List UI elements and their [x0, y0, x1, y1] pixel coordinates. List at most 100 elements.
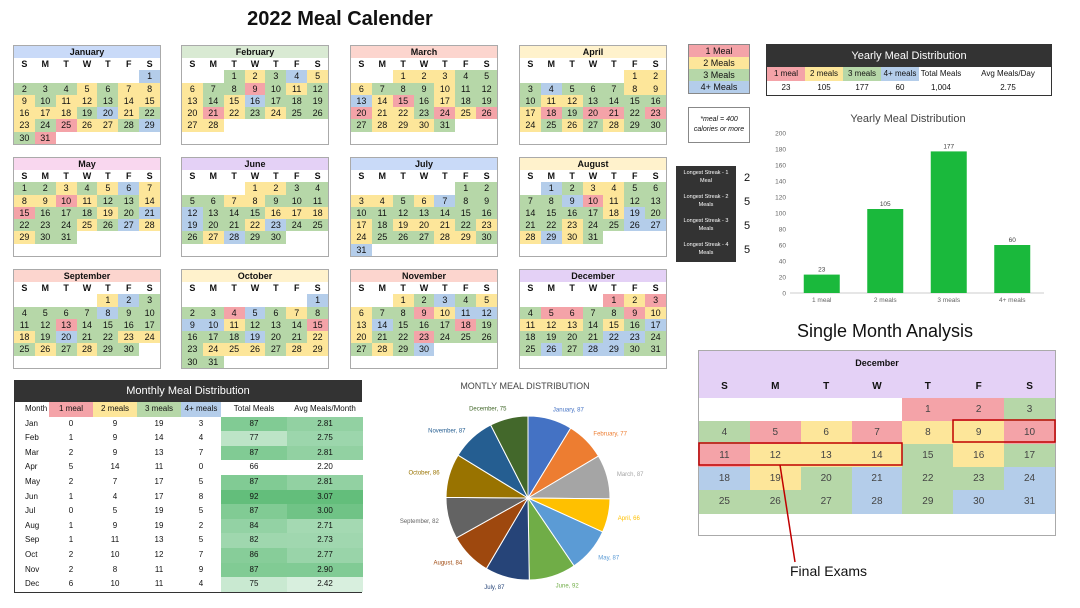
day-cell: 29 [244, 231, 266, 244]
pie-label: March, 87 [617, 472, 644, 478]
day-cell: 18 [540, 107, 562, 120]
day-cell: 31 [55, 231, 77, 244]
value-cell: 1,004 [930, 83, 952, 92]
day-cell: 8 [540, 194, 562, 207]
day-cell: 22 [603, 331, 625, 344]
day-cell: 7 [286, 306, 308, 319]
day-cell: 4 [307, 182, 328, 195]
streak-label: Longest Streak - 2 Meals [676, 190, 736, 214]
day-cell: 13 [202, 206, 224, 220]
day-cell: 6 [182, 82, 203, 95]
day-header: S [358, 59, 365, 69]
empty-cell [286, 294, 307, 306]
day-cell: 15 [603, 318, 625, 332]
day-cell: 27 [351, 343, 372, 356]
day-cell: 25 [223, 343, 245, 356]
table-row: Mar 2 9 13 7 87 2.81 [15, 445, 363, 461]
data-label: 105 [880, 201, 891, 208]
day-cell: 20 [413, 219, 435, 232]
day-cell: 3 [265, 70, 287, 83]
bar [867, 209, 904, 293]
empty-cell [203, 294, 224, 306]
day-cell: 19 [624, 206, 646, 220]
day-cell: 20 [645, 206, 666, 220]
table-cell: Oct [25, 549, 38, 559]
day-cell: 21 [582, 331, 604, 344]
day-cell: 1 [307, 294, 328, 307]
day-header: T [442, 283, 448, 293]
day-cell: 3 [202, 306, 224, 319]
day-cell: 8 [624, 82, 646, 95]
day-cell: 4 [540, 82, 562, 95]
month-title: February [182, 46, 328, 58]
day-cell: 8 [139, 82, 160, 95]
day-cell: 5 [624, 182, 646, 195]
day-cell: 2 [624, 294, 646, 307]
day-cell: 24 [202, 343, 224, 356]
table-cell: 1 [68, 433, 74, 443]
day-cell: 17 [202, 331, 224, 344]
day-cell: 11 [455, 306, 477, 319]
day-cell: 8 [97, 306, 119, 319]
table-cell: 2.20 [287, 460, 363, 475]
day-cell: 21 [851, 467, 903, 491]
table-cell: 4 [198, 433, 204, 443]
day-cell: 19 [307, 94, 328, 108]
table-cell: 5 [112, 506, 118, 516]
day-cell: 15 [455, 206, 477, 220]
day-cell: 31 [582, 231, 604, 244]
day-header: T [63, 59, 69, 69]
december-title: December [699, 351, 1055, 375]
day-cell: 26 [749, 490, 801, 514]
day-cell: 11 [76, 194, 98, 207]
day-cell: 26 [244, 343, 266, 356]
monthly-table-title: Monthly Meal Distribution [15, 381, 361, 402]
day-cell: 18 [699, 467, 750, 491]
day-header: T [273, 59, 279, 69]
day-header: S [146, 59, 153, 69]
data-label: 60 [1009, 237, 1017, 244]
day-cell: 12 [561, 94, 583, 108]
day-cell: 3 [351, 194, 372, 207]
day-cell: 11 [14, 318, 35, 332]
day-header: F [631, 283, 638, 293]
table-cell: Aug [25, 520, 40, 530]
day-cell: 24 [34, 119, 56, 132]
empty-cell [434, 182, 455, 194]
header-cell: 3 meals [137, 402, 181, 417]
day-cell: 1 [603, 294, 625, 307]
day-header: W [588, 59, 598, 69]
day-cell: 4 [603, 182, 625, 195]
day-cell: 17 [265, 94, 287, 108]
data-label: 23 [818, 267, 826, 274]
day-cell: 25 [699, 490, 750, 514]
day-cell: 30 [182, 355, 203, 369]
day-cell: 26 [540, 343, 562, 356]
y-tick-label: 100 [775, 211, 786, 218]
day-cell: 7 [434, 194, 456, 207]
day-cell: 26 [97, 219, 119, 232]
table-cell: 1 [68, 520, 74, 530]
day-header: M [209, 171, 218, 181]
day-cell: 25 [455, 331, 477, 344]
pie-slice [489, 415, 529, 499]
day-cell: 24 [265, 107, 287, 120]
day-cell: 7 [371, 82, 393, 95]
day-cell: 26 [476, 107, 497, 120]
table-row: Jan 0 9 19 3 87 2.81 [15, 416, 363, 432]
day-header: M [378, 59, 387, 69]
streak-label: Longest Streak - 3 Meals [676, 214, 736, 238]
day-cell: 3 [434, 294, 456, 307]
day-cell: 23 [34, 219, 56, 232]
day-cell: 12 [97, 194, 119, 207]
table-cell: 2 [68, 447, 74, 457]
day-cell: 30 [624, 343, 646, 356]
day-cell: 30 [413, 343, 435, 356]
header-cell: 4+ meals [181, 402, 221, 417]
day-cell: 4 [699, 421, 750, 445]
day-cell: 7 [603, 82, 625, 95]
pie-label: October, 86 [409, 471, 441, 477]
day-cell: 21 [118, 107, 140, 120]
day-cell: 12 [244, 318, 266, 332]
table-row: May 2 7 17 5 87 2.81 [15, 474, 363, 490]
